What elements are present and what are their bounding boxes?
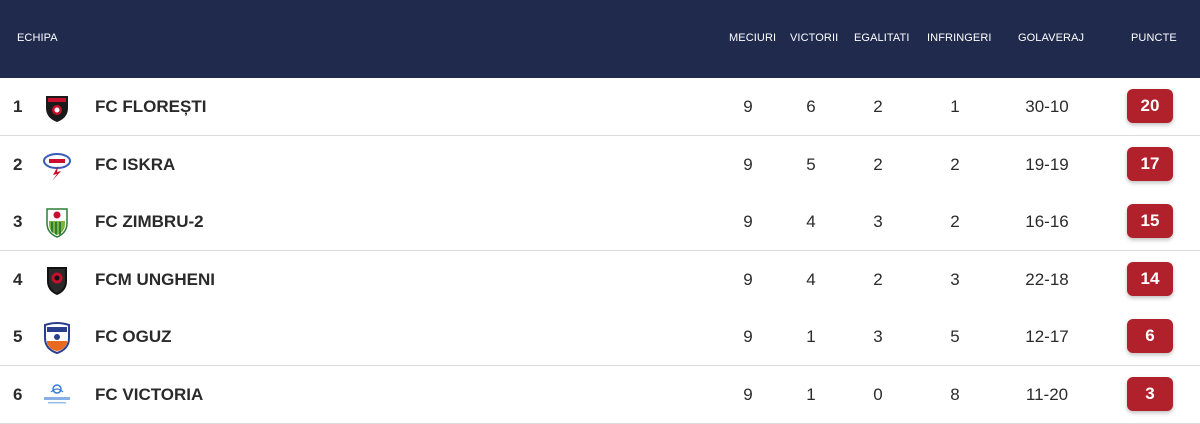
draws: 3	[873, 212, 883, 231]
losses: 8	[950, 385, 960, 404]
team-name[interactable]: FC VICTORIA	[95, 385, 204, 404]
team-name[interactable]: FC ZIMBRU-2	[95, 212, 204, 231]
draws: 2	[873, 97, 883, 116]
wins: 5	[806, 155, 816, 174]
victoria-crest-icon	[44, 384, 70, 404]
losses: 2	[950, 155, 960, 174]
rank: 4	[13, 270, 23, 289]
rank: 2	[13, 155, 23, 174]
draws: 2	[873, 270, 883, 289]
losses: 1	[950, 97, 960, 116]
goals: 12-17	[1025, 327, 1069, 346]
column-header-wins: VICTORII	[790, 32, 839, 44]
team-name[interactable]: FC OGUZ	[95, 327, 172, 346]
played: 9	[743, 212, 753, 231]
table-row[interactable]: 3 FC ZIMBRU-2 9 4 3 2 16-16 15	[0, 193, 1200, 251]
played: 9	[743, 155, 753, 174]
draws: 3	[873, 327, 883, 346]
played: 9	[743, 327, 753, 346]
table-row[interactable]: 1 FC FLOREȘTI 9 6 2 1 30-10 20	[0, 78, 1200, 136]
table-row[interactable]: 4 FCM UNGHENI 9 4 2 3 22-18 14	[0, 251, 1200, 309]
played: 9	[743, 270, 753, 289]
goals: 11-20	[1025, 385, 1069, 404]
rank: 3	[13, 212, 23, 231]
column-header-losses: INFRINGERI	[927, 32, 992, 44]
table-row[interactable]: 5 FC OGUZ 9 1 3 5 12-17 6	[0, 308, 1200, 366]
goals: 30-10	[1025, 97, 1069, 116]
team-name[interactable]: FC FLOREȘTI	[95, 97, 207, 116]
draws: 0	[873, 385, 883, 404]
points-badge: 20	[1127, 89, 1173, 123]
wins: 6	[806, 97, 816, 116]
points-badge: 14	[1127, 262, 1173, 296]
played: 9	[743, 97, 753, 116]
column-header-team: ECHIPA	[17, 32, 58, 44]
points-badge: 3	[1127, 377, 1173, 411]
oguz-crest-icon	[44, 322, 70, 354]
losses: 2	[950, 212, 960, 231]
losses: 3	[950, 270, 960, 289]
rank: 6	[13, 385, 23, 404]
draws: 2	[873, 155, 883, 174]
points-badge: 17	[1127, 147, 1173, 181]
column-header-goal-diff: GOLAVERAJ	[1018, 32, 1085, 44]
column-header-points: PUNCTE	[1131, 32, 1177, 44]
ungheni-crest-icon	[47, 267, 67, 295]
played: 9	[743, 385, 753, 404]
team-name[interactable]: FC ISKRA	[95, 155, 176, 174]
rank: 1	[13, 97, 23, 116]
goals: 16-16	[1025, 212, 1069, 231]
floresti-crest-icon	[46, 96, 68, 122]
column-header-draws: EGALITATI	[854, 32, 910, 44]
goals: 22-18	[1025, 270, 1069, 289]
wins: 1	[806, 385, 816, 404]
points-badge: 15	[1127, 204, 1173, 238]
goals: 19-19	[1025, 155, 1069, 174]
wins: 4	[806, 212, 816, 231]
zimbru-crest-icon	[46, 208, 68, 238]
team-name[interactable]: FCM UNGHENI	[95, 270, 215, 289]
iskra-crest-icon	[43, 153, 71, 181]
column-header-played: MECIURI	[729, 32, 777, 44]
table-row[interactable]: 2 FC ISKRA 9 5 2 2 19-19 17	[0, 136, 1200, 194]
table-row[interactable]: 6 FC VICTORIA 9 1 0 8 11-20 3	[0, 366, 1200, 424]
standings-header: ECHIPA MECIURI VICTORII EGALITATI INFRIN…	[0, 0, 1200, 78]
wins: 1	[806, 327, 816, 346]
wins: 4	[806, 270, 816, 289]
rank: 5	[13, 327, 23, 346]
points-badge: 6	[1127, 319, 1173, 353]
losses: 5	[950, 327, 960, 346]
